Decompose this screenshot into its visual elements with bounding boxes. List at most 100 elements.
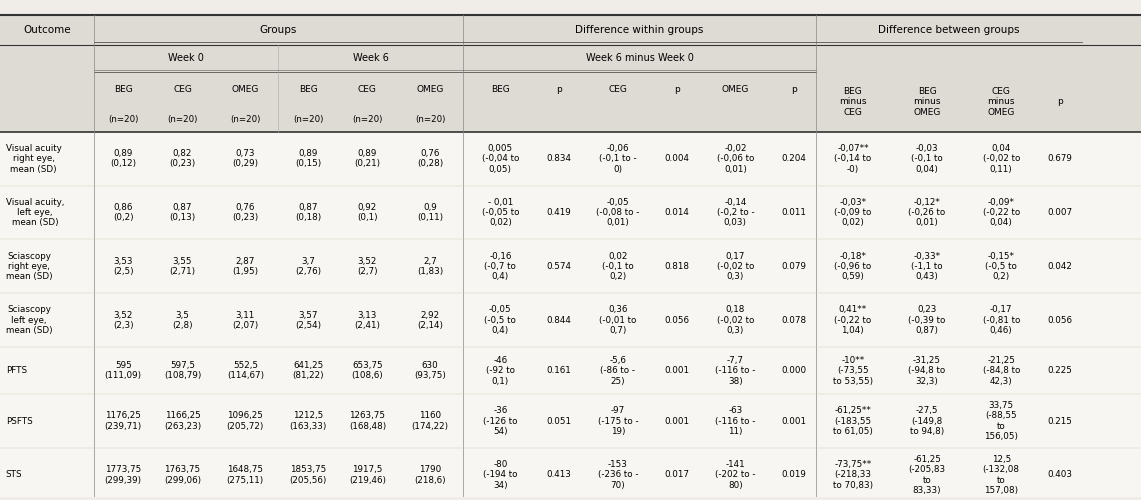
Text: Difference within groups: Difference within groups — [575, 25, 704, 35]
Text: -31,25
(-94,8 to
32,3): -31,25 (-94,8 to 32,3) — [908, 356, 946, 386]
Text: 3,52
(2,7): 3,52 (2,7) — [357, 256, 378, 276]
Text: 597,5
(108,79): 597,5 (108,79) — [164, 361, 201, 380]
Text: 0.001: 0.001 — [782, 416, 807, 426]
Text: 2,87
(1,95): 2,87 (1,95) — [233, 256, 258, 276]
Text: 0,87
(0,13): 0,87 (0,13) — [169, 203, 196, 222]
Text: 0.225: 0.225 — [1047, 366, 1073, 375]
Text: 12,5
(-132,08
to
157,08): 12,5 (-132,08 to 157,08) — [982, 455, 1020, 495]
Text: 0,41**
(-0,22 to
1,04): 0,41** (-0,22 to 1,04) — [834, 306, 872, 335]
Text: Outcome: Outcome — [23, 25, 71, 35]
Text: OMEG: OMEG — [722, 85, 748, 94]
Text: 0.574: 0.574 — [547, 262, 572, 271]
Text: 0,36
(-0,01 to
0,7): 0,36 (-0,01 to 0,7) — [599, 306, 637, 335]
Text: -7,7
(-116 to -
38): -7,7 (-116 to - 38) — [715, 356, 755, 386]
Text: 0,17
(-0,02 to
0,3): 0,17 (-0,02 to 0,3) — [717, 252, 754, 282]
Text: 1917,5
(219,46): 1917,5 (219,46) — [349, 466, 386, 484]
Bar — [0, 15, 1141, 132]
Text: 0,04
(-0,02 to
0,11): 0,04 (-0,02 to 0,11) — [982, 144, 1020, 174]
Text: -0,15*
(-0,5 to
0,2): -0,15* (-0,5 to 0,2) — [986, 252, 1017, 282]
Text: -97
(-175 to -
19): -97 (-175 to - 19) — [598, 406, 638, 436]
Text: CEG: CEG — [173, 85, 192, 94]
Text: Week 6 minus Week 0: Week 6 minus Week 0 — [585, 54, 694, 64]
Text: 3,5
(2,8): 3,5 (2,8) — [172, 310, 193, 330]
Text: 0.004: 0.004 — [664, 154, 689, 163]
Text: 0.215: 0.215 — [1047, 416, 1073, 426]
Text: 0.007: 0.007 — [1047, 208, 1073, 217]
Text: 0,76
(0,23): 0,76 (0,23) — [232, 203, 259, 222]
Text: 0,89
(0,21): 0,89 (0,21) — [355, 149, 380, 169]
Text: OMEG: OMEG — [416, 85, 444, 94]
Text: 0,82
(0,23): 0,82 (0,23) — [169, 149, 196, 169]
Text: 3,53
(2,5): 3,53 (2,5) — [113, 256, 133, 276]
Text: p: p — [673, 85, 680, 94]
Text: -61,25
(-205,83
to
83,33): -61,25 (-205,83 to 83,33) — [908, 455, 946, 495]
Text: 1773,75
(299,39): 1773,75 (299,39) — [105, 466, 141, 484]
Text: 3,11
(2,07): 3,11 (2,07) — [232, 310, 259, 330]
Text: - 0,01
(-0,05 to
0,02): - 0,01 (-0,05 to 0,02) — [482, 198, 519, 228]
Text: BEG: BEG — [491, 85, 510, 94]
Text: 1212,5
(163,33): 1212,5 (163,33) — [290, 412, 326, 431]
Text: 1096,25
(205,72): 1096,25 (205,72) — [227, 412, 264, 431]
Text: 3,57
(2,54): 3,57 (2,54) — [296, 310, 321, 330]
Text: 33,75
(-88,55
to
156,05): 33,75 (-88,55 to 156,05) — [985, 401, 1018, 441]
Text: PSFTS: PSFTS — [6, 416, 32, 426]
Text: 0,02
(-0,1 to
0,2): 0,02 (-0,1 to 0,2) — [602, 252, 633, 282]
Text: 0.019: 0.019 — [782, 470, 807, 480]
Bar — [0, 186, 1141, 240]
Bar — [0, 448, 1141, 500]
Text: 0,9
(0,11): 0,9 (0,11) — [418, 203, 443, 222]
Text: -153
(-236 to -
70): -153 (-236 to - 70) — [598, 460, 638, 490]
Text: 0.001: 0.001 — [664, 366, 689, 375]
Text: 0.042: 0.042 — [1047, 262, 1073, 271]
Text: 0.161: 0.161 — [547, 366, 572, 375]
Text: 653,75
(108,6): 653,75 (108,6) — [351, 361, 383, 380]
Text: -0,03*
(-0,09 to
0,02): -0,03* (-0,09 to 0,02) — [834, 198, 872, 228]
Text: Groups: Groups — [260, 25, 297, 35]
Text: 1263,75
(168,48): 1263,75 (168,48) — [349, 412, 386, 431]
Text: Sciascopy
left eye,
mean (SD): Sciascopy left eye, mean (SD) — [6, 306, 52, 335]
Text: -36
(-126 to
54): -36 (-126 to 54) — [483, 406, 518, 436]
Text: CEG: CEG — [358, 85, 377, 94]
Text: 0.818: 0.818 — [664, 262, 689, 271]
Text: 641,25
(81,22): 641,25 (81,22) — [292, 361, 324, 380]
Text: 1648,75
(275,11): 1648,75 (275,11) — [227, 466, 264, 484]
Bar — [0, 294, 1141, 348]
Text: -0,33*
(-1,1 to
0,43): -0,33* (-1,1 to 0,43) — [912, 252, 942, 282]
Text: PFTS: PFTS — [6, 366, 27, 375]
Text: BEG
minus
OMEG: BEG minus OMEG — [913, 87, 941, 117]
Text: 0,89
(0,12): 0,89 (0,12) — [111, 149, 136, 169]
Text: 0.204: 0.204 — [782, 154, 807, 163]
Text: (n=20): (n=20) — [353, 115, 382, 124]
Text: 0.056: 0.056 — [1047, 316, 1073, 325]
Text: 2,92
(2,14): 2,92 (2,14) — [418, 310, 443, 330]
Text: Sciascopy
right eye,
mean (SD): Sciascopy right eye, mean (SD) — [6, 252, 52, 282]
Text: 0,76
(0,28): 0,76 (0,28) — [416, 149, 444, 169]
Text: 1166,25
(263,23): 1166,25 (263,23) — [164, 412, 201, 431]
Text: 0,18
(-0,02 to
0,3): 0,18 (-0,02 to 0,3) — [717, 306, 754, 335]
Text: CEG
minus
OMEG: CEG minus OMEG — [987, 87, 1015, 117]
Text: 1853,75
(205,56): 1853,75 (205,56) — [290, 466, 326, 484]
Text: 0,73
(0,29): 0,73 (0,29) — [233, 149, 258, 169]
Text: (n=20): (n=20) — [293, 115, 323, 124]
Text: BEG
minus
CEG: BEG minus CEG — [839, 87, 867, 117]
Text: BEG: BEG — [114, 85, 132, 94]
Text: 3,13
(2,41): 3,13 (2,41) — [355, 310, 380, 330]
Text: 1790
(218,6): 1790 (218,6) — [414, 466, 446, 484]
Text: -27,5
(-149,8
to 94,8): -27,5 (-149,8 to 94,8) — [909, 406, 945, 436]
Text: Visual acuity,
left eye,
mean (SD): Visual acuity, left eye, mean (SD) — [6, 198, 64, 228]
Text: 0,23
(-0,39 to
0,87): 0,23 (-0,39 to 0,87) — [908, 306, 946, 335]
Text: 0.679: 0.679 — [1047, 154, 1073, 163]
Text: 3,55
(2,71): 3,55 (2,71) — [170, 256, 195, 276]
Text: -5,6
(-86 to -
25): -5,6 (-86 to - 25) — [600, 356, 636, 386]
Text: 0,92
(0,1): 0,92 (0,1) — [357, 203, 378, 222]
Text: -73,75**
(-218,33
to 70,83): -73,75** (-218,33 to 70,83) — [833, 460, 873, 490]
Text: p: p — [791, 85, 798, 94]
Text: 1176,25
(239,71): 1176,25 (239,71) — [105, 412, 141, 431]
Text: -141
(-202 to -
80): -141 (-202 to - 80) — [715, 460, 755, 490]
Text: BEG: BEG — [299, 85, 317, 94]
Text: -63
(-116 to -
11): -63 (-116 to - 11) — [715, 406, 755, 436]
Text: -0,03
(-0,1 to
0,04): -0,03 (-0,1 to 0,04) — [912, 144, 942, 174]
Text: -0,09*
(-0,22 to
0,04): -0,09* (-0,22 to 0,04) — [982, 198, 1020, 228]
Text: 0.834: 0.834 — [547, 154, 572, 163]
Text: 0.051: 0.051 — [547, 416, 572, 426]
